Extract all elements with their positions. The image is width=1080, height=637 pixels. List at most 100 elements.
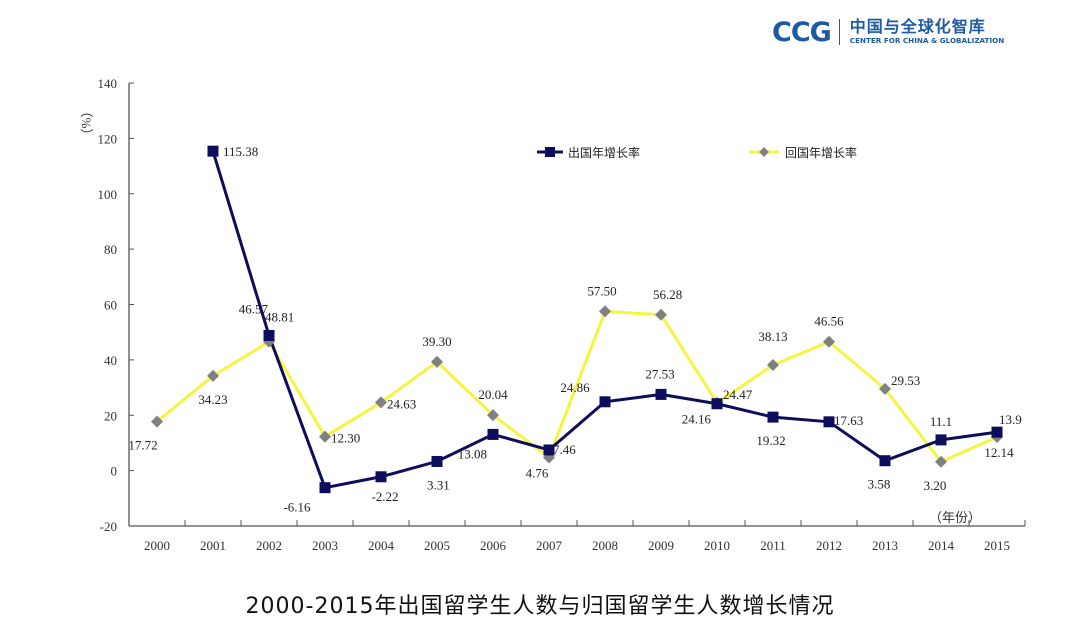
marker-outbound [879,455,891,467]
data-label-outbound: 24.16 [682,412,712,427]
y-tick-label: 20 [104,408,117,423]
data-labels: 115.38 48.81 -6.16 -2.22 3.31 13.08 7.46 24.86 2… [128,144,1021,515]
axes: -20 0 20 40 60 80 100 120 140 2000 2001 2002 2003 200… [79,76,1026,553]
marker-return [599,305,611,318]
x-tick-label: 2013 [872,538,898,553]
y-tick-label: 80 [104,242,117,257]
logo-separator [838,19,840,45]
data-label-outbound: 11.1 [930,414,952,429]
x-tick-label: 2012 [816,538,842,553]
marker-return [655,308,667,321]
data-label-return: 3.20 [924,478,947,493]
y-tick-label: 0 [111,464,118,479]
x-tick-label: 2001 [200,538,226,553]
marker-return [823,335,835,348]
marker-return [935,455,947,468]
ccg-logo: CCG 中国与全球化智库 CENTER FOR CHINA & GLOBALIZ… [772,14,1004,50]
data-label-outbound: 24.86 [560,380,590,395]
data-label-outbound: 48.81 [265,309,294,324]
marker-outbound [263,329,275,341]
line-chart: -20 0 20 40 60 80 100 120 140 2000 2001 2002 2003 200… [79,76,1026,553]
data-label-return: 4.76 [526,465,549,480]
data-label-outbound: 7.46 [553,442,576,457]
y-tick-label: 120 [98,131,118,146]
data-label-return: 12.14 [984,445,1014,460]
marker-outbound [543,444,555,456]
x-tick-label: 2005 [424,538,450,553]
data-label-return: 12.30 [331,431,360,446]
marker-outbound [767,411,779,423]
legend-marker-return [759,147,769,157]
marker-return [319,430,331,443]
marker-return [375,396,387,409]
data-label-return: 46.57 [239,302,269,317]
legend-marker-outbound [545,147,555,157]
y-tick-label: 40 [104,353,117,368]
data-label-outbound: 19.32 [756,433,785,448]
y-tick-label: -20 [100,519,117,534]
marker-outbound [319,482,331,494]
x-tick-label: 2014 [928,538,955,553]
marker-outbound [375,471,387,483]
data-label-outbound: 13.9 [999,412,1022,427]
data-label-outbound: -6.16 [283,500,311,515]
marker-return [151,415,163,428]
data-label-return: 57.50 [587,283,616,298]
data-label-outbound: -2.22 [371,489,398,504]
marker-return [487,409,499,422]
legend-label-outbound: 出国年增长率 [568,145,640,160]
markers [151,145,1003,494]
logo-name-en: CENTER FOR CHINA & GLOBALIZATION [849,36,1005,45]
x-tick-label: 2000 [144,538,170,553]
x-tick-label: 2002 [256,538,282,553]
x-tick-label: 2009 [648,538,674,553]
data-label-outbound: 3.31 [427,477,450,492]
x-tick-label: 2007 [536,538,563,553]
data-label-return: 17.72 [128,438,157,453]
data-label-return: 38.13 [758,329,787,344]
marker-outbound [711,398,723,410]
y-tick-label: 100 [98,187,118,202]
marker-outbound [431,455,443,467]
logo-name-cn: 中国与全球化智库 [849,17,986,36]
legend-label-return: 回国年增长率 [785,145,857,160]
marker-return [431,355,443,368]
legend: 出国年增长率 回国年增长率 [537,145,857,160]
data-label-outbound: 27.53 [645,366,674,381]
data-label-return: 20.04 [478,387,508,402]
data-label-return: 34.23 [198,392,227,407]
data-label-outbound: 13.08 [458,446,487,461]
marker-outbound [487,428,499,440]
data-label-return: 46.56 [814,314,844,329]
y-tick-label: 60 [104,298,117,313]
data-label-outbound: 115.38 [223,144,258,159]
series-line-return [156,309,998,464]
marker-outbound [991,426,1003,438]
marker-return [207,369,219,382]
data-label-outbound: 3.58 [868,477,891,492]
data-label-return: 29.53 [891,373,920,388]
x-tick-label: 2010 [704,538,730,553]
data-label-return: 24.47 [723,387,753,402]
x-axis-label: （年份） [929,510,981,525]
marker-outbound [823,416,835,428]
x-tick-label: 2015 [984,538,1010,553]
marker-outbound [935,434,947,446]
logo-text: 中国与全球化智库 CENTER FOR CHINA & GLOBALIZATIO… [850,18,1004,46]
x-tick-label: 2004 [368,538,395,553]
data-label-return: 56.28 [653,287,682,302]
logo-abbr: CCG [772,16,832,48]
data-label-return: 39.30 [422,334,451,349]
y-axis-label: （%） [79,105,94,142]
x-tick-label: 2006 [480,538,507,553]
marker-return [879,382,891,395]
marker-outbound [655,388,667,400]
chart-caption: 2000-2015年出国留学生人数与归国留学生人数增长情况 [245,594,835,619]
marker-outbound [599,396,611,408]
x-tick-label: 2003 [312,538,338,553]
data-label-return: 24.63 [387,396,416,411]
x-tick-label: 2011 [760,538,786,553]
data-label-outbound: 17.63 [834,413,863,428]
marker-return [767,359,779,372]
marker-outbound [207,145,219,157]
